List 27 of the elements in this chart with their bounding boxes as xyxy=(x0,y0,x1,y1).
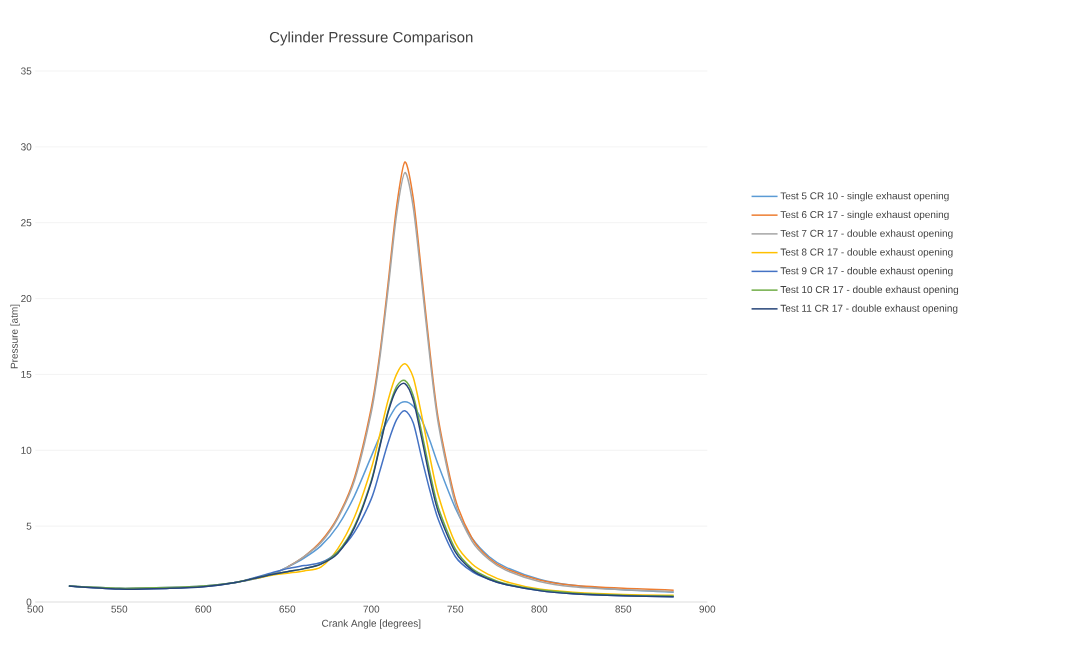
x-tick-label: 500 xyxy=(27,605,44,613)
y-tick-label: 0 xyxy=(26,598,32,606)
legend-label: Test 9 CR 17 - double exhaust opening xyxy=(780,267,953,277)
legend-label: Test 7 CR 17 - double exhaust opening xyxy=(780,229,953,239)
x-axis-title: Crank Angle [degrees] xyxy=(322,619,421,629)
x-tick-label: 700 xyxy=(363,605,380,613)
x-tick-label: 600 xyxy=(195,605,212,613)
y-tick-label: 20 xyxy=(21,295,32,303)
legend-label: Test 6 CR 17 - single exhaust opening xyxy=(780,210,949,221)
legend-label: Test 10 CR 17 - double exhaust opening xyxy=(780,285,959,296)
x-tick-label: 900 xyxy=(699,605,716,613)
x-tick-label: 550 xyxy=(111,605,128,613)
y-tick-label: 10 xyxy=(21,446,32,454)
y-tick-label: 25 xyxy=(21,219,32,227)
legend-label: Test 11 CR 17 - double exhaust opening xyxy=(780,304,958,314)
x-tick-label: 650 xyxy=(279,605,296,613)
x-tick-label: 800 xyxy=(531,605,548,613)
x-tick-label: 750 xyxy=(447,605,464,613)
y-axis-title: Pressure [atm] xyxy=(10,304,20,369)
x-tick-label: 850 xyxy=(615,605,632,613)
legend-label: Test 8 CR 17 - double exhaust opening xyxy=(780,248,953,258)
y-tick-label: 35 xyxy=(21,67,32,75)
legend-label: Test 5 CR 10 - single exhaust opening xyxy=(780,192,949,202)
y-tick-label: 15 xyxy=(21,370,32,378)
y-tick-label: 5 xyxy=(26,522,32,530)
y-tick-label: 30 xyxy=(21,143,32,151)
chart-title: Cylinder Pressure Comparison xyxy=(269,31,473,46)
